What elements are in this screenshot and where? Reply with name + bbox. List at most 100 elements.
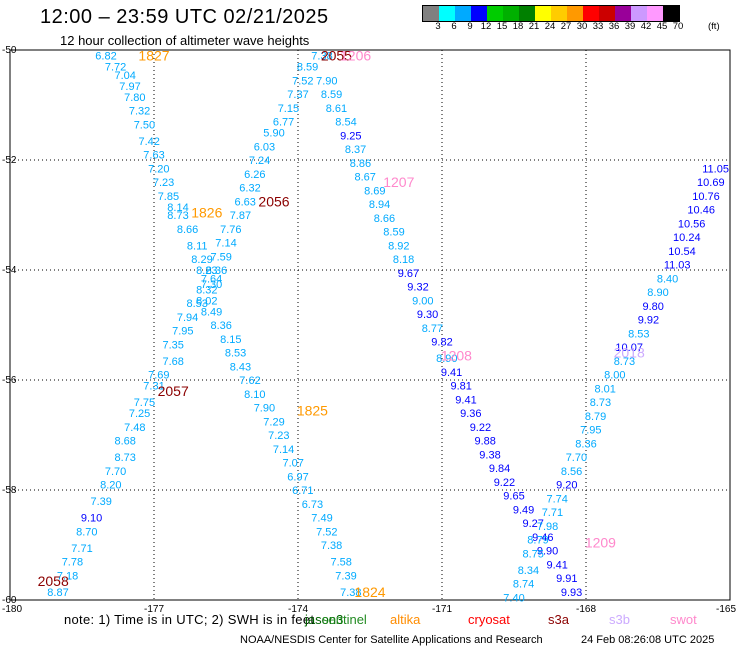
credit-text: NOAA/NESDIS Center for Satellite Applica… [240,634,543,646]
wave-height-point: 9.10 [81,513,102,525]
wave-height-point: 7.72 [105,62,126,74]
pass-label: 1827 [138,48,169,64]
colorbar-label: 70 [672,21,684,32]
wave-height-point: 9.41 [455,394,476,406]
colorbar-swatch [439,6,455,21]
wave-height-point: 8.01 [594,383,615,395]
wave-height-point: 7.90 [254,403,275,415]
wave-height-point: 8.10 [244,389,265,401]
wave-height-point: 9.41 [546,559,567,571]
wave-height-point: 7.04 [114,70,135,82]
colorbar-label: 12 [480,21,492,32]
wave-height-point: 7.38 [321,540,342,552]
x-tick-label: -165 [716,604,736,615]
wave-height-point: 8.70 [76,526,97,538]
wave-height-point: 7.64 [201,273,222,285]
wave-height-point: 8.59 [383,227,404,239]
pass-label: 1825 [297,402,328,418]
wave-height-point: 6.82 [95,51,116,63]
wave-height-point: 6.63 [234,196,255,208]
grid [10,50,730,600]
wave-height-point: 11.05 [702,163,729,175]
wave-height-point: 8.73 [614,356,635,368]
pass-label: 2055 [321,48,352,64]
wave-height-point: 8.36 [206,265,227,277]
wave-height-point: 7.94 [177,312,198,324]
axis-ticks: -180 -177 -174 -171 -168 -165 -50 -52 -54 -56 -58 -… [2,45,736,615]
colorbar-swatch [423,6,439,21]
colorbar-swatch [535,6,551,21]
wave-height-point: 9.91 [556,573,577,585]
wave-height-point: 7.49 [311,513,332,525]
legend-s3a: s3a [548,612,569,627]
wave-height-point: 6.26 [244,169,265,181]
wave-height-point: 8.86 [350,158,371,170]
x-tick-label: -168 [576,604,596,615]
wave-height-point: 7.58 [330,557,351,569]
timestamp: 24 Feb 08:26:08 UTC 2025 [581,634,715,646]
wave-height-point: 8.56 [561,466,582,478]
legend-jason3: jason3 [305,612,344,627]
wave-height-point: 8.94 [369,199,390,211]
pass-label: 1207 [383,174,414,190]
wave-height-point: 8.32 [196,284,217,296]
wave-height-point: 10.69 [697,177,725,189]
colorbar-swatch [551,6,567,21]
wave-height-point: 7.24 [249,155,270,167]
legend-swot: swot [670,612,697,627]
wave-height-point: 9.32 [407,282,428,294]
wave-height-point: 9.80 [642,301,663,313]
page-title: 12:00 – 23:59 UTC 02/21/2025 [40,6,329,28]
wave-height-point: 8.66 [374,213,395,225]
colorbar-label: 39 [624,21,636,32]
legend-cryosat: cryosat [468,612,510,627]
wave-height-point: 9.90 [537,546,558,558]
wave-height-point: 9.82 [431,337,452,349]
wave-height-point: 8.20 [100,480,121,492]
wave-height-point: 6.71 [292,485,313,497]
wave-height-point: 8.23 [196,265,217,277]
y-tick-label: -52 [2,155,17,166]
colorbar-swatch [583,6,599,21]
wave-height-point: 6.97 [287,471,308,483]
wave-height-point: 7.32 [129,106,150,118]
wave-height-point: 8.18 [393,254,414,266]
wave-height-point: 7.29 [263,416,284,428]
wave-height-point: 7.80 [124,92,145,104]
wave-height-point: 8.29 [191,254,212,266]
wave-height-point: 8.73 [590,397,611,409]
wave-height-point: 8.11 [187,240,208,252]
wave-height-point: 8.53 [225,348,246,360]
wave-height-point: 9.22 [470,422,491,434]
page-subtitle: 12 hour collection of altimeter wave hei… [60,33,310,48]
wave-height-point: 8.77 [422,323,443,335]
legend-s3b: s3b [609,612,630,627]
wave-height-point: 7.37 [287,89,308,101]
wave-height-point: 9.46 [532,532,553,544]
wave-height-point: 6.77 [273,117,294,129]
y-tick-label: -56 [2,375,17,386]
colorbar-label: 21 [528,21,540,32]
wave-height-point: 8.37 [345,144,366,156]
wave-height-point: 8.92 [388,240,409,252]
wave-height-point: 7.35 [162,339,183,351]
wave-height-point: 7.39 [90,496,111,508]
wave-height-point: 7.90 [316,75,337,87]
wave-height-point: 9.00 [412,295,433,307]
colorbar-label: 45 [656,21,668,32]
wave-height-point: 7.48 [124,422,145,434]
wave-height-point: 10.54 [668,246,696,258]
data-labels: 6.827.727.047.977.80 7.327.50 7.42 7.637.20… [47,51,729,605]
colorbar-label: 6 [451,21,457,32]
wave-height-point: 7.42 [138,136,159,148]
wave-height-point: 8.49 [201,306,222,318]
wave-height-point: 11.03 [664,260,691,272]
wave-height-point: 7.39 [335,570,356,582]
y-tick-label: -50 [2,45,17,56]
colorbar-label: 24 [544,21,556,32]
colorbar-swatch [471,6,487,21]
wave-height-point: 10.24 [673,232,701,244]
wave-height-point: 7.38 [311,51,332,63]
wave-height-point: 9.92 [638,315,659,327]
